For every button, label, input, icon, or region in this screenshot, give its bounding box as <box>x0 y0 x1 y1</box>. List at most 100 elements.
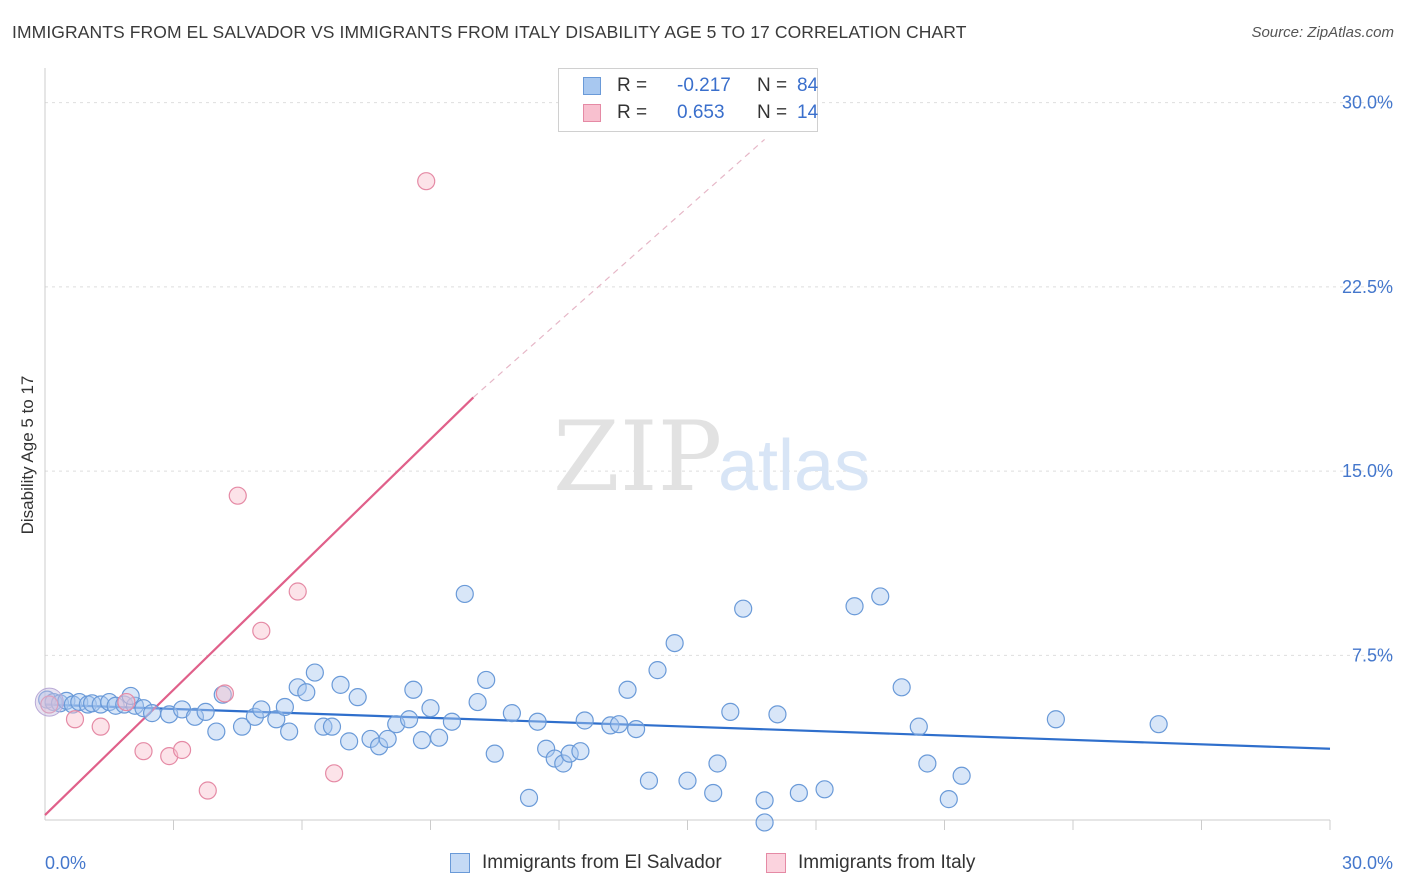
point-el-salvador <box>755 791 774 810</box>
n-value: 84 <box>797 75 819 96</box>
n-label: N = <box>757 102 788 123</box>
point-italy <box>417 172 436 191</box>
point-el-salvador <box>571 742 590 761</box>
point-el-salvador <box>678 771 697 790</box>
trend-line-italy <box>44 396 475 816</box>
point-el-salvador <box>288 678 307 697</box>
point-el-salvador <box>322 717 342 736</box>
legend-label: Immigrants from El Salvador <box>482 852 722 873</box>
r-value: 0.653 <box>677 102 725 123</box>
point-italy <box>117 692 136 712</box>
point-el-salvador <box>708 754 727 773</box>
point-el-salvador <box>648 661 667 680</box>
point-el-salvador <box>185 707 205 726</box>
point-cluster <box>34 687 64 717</box>
point-el-salvador <box>755 813 774 832</box>
point-el-salvador <box>528 712 547 731</box>
point-el-salvador <box>399 710 419 729</box>
point-el-salvador <box>378 729 397 749</box>
trend-line-el-salvador <box>44 703 1331 750</box>
x-tick-label: 0.0% <box>45 853 86 873</box>
point-el-salvador <box>331 675 350 694</box>
point-el-salvador <box>477 670 496 690</box>
point-el-salvador <box>939 790 958 809</box>
point-el-salvador <box>734 599 753 618</box>
point-el-salvador <box>429 728 449 747</box>
point-el-salvador <box>134 699 153 718</box>
r-label: R = <box>617 102 648 123</box>
point-italy <box>288 582 307 601</box>
point-el-salvador <box>575 711 594 730</box>
point-italy <box>215 684 234 703</box>
point-el-salvador <box>618 680 637 699</box>
y-tick-label: 15.0% <box>1342 461 1393 481</box>
tick-labels: 7.5% 15.0% 22.5% 30.0% 0.0% 30.0% <box>45 93 1393 873</box>
trend-extension-italy <box>472 138 765 398</box>
point-italy <box>91 717 110 736</box>
point-el-salvador <box>815 780 834 799</box>
point-el-salvador <box>626 719 646 739</box>
point-el-salvador <box>609 715 629 734</box>
point-el-salvador <box>232 717 252 736</box>
point-el-salvador <box>909 717 928 736</box>
point-el-salvador <box>142 704 162 723</box>
point-el-salvador <box>768 705 787 724</box>
point-el-salvador <box>519 788 539 807</box>
point-el-salvador <box>789 783 808 803</box>
stats-swatch-el-salvador <box>583 77 601 95</box>
axes <box>44 68 1331 830</box>
n-label: N = <box>757 75 788 96</box>
watermark: ZIP atlas <box>553 401 870 513</box>
trend-lines <box>44 138 1331 816</box>
grid-lines <box>45 102 1393 656</box>
point-el-salvador <box>639 771 659 790</box>
point-el-salvador <box>305 663 324 682</box>
legend-swatch-italy <box>766 853 786 873</box>
point-el-salvador <box>275 697 294 717</box>
point-italy <box>228 486 247 505</box>
stats-swatch-italy <box>583 104 601 122</box>
point-el-salvador <box>280 722 299 741</box>
point-el-salvador <box>196 702 215 721</box>
chart-title: IMMIGRANTS FROM EL SALVADOR VS IMMIGRANT… <box>12 22 967 42</box>
point-el-salvador <box>952 766 971 785</box>
point-el-salvador <box>340 732 359 751</box>
point-el-salvador <box>421 699 440 718</box>
y-tick-label: 30.0% <box>1342 93 1393 113</box>
point-el-salvador <box>455 584 474 604</box>
r-label: R = <box>617 75 648 96</box>
point-el-salvador <box>485 744 504 763</box>
point-italy <box>198 781 217 800</box>
stats-box: R = -0.217 N = 84 R = 0.653 N = 14 <box>558 68 818 132</box>
point-el-salvador <box>207 722 226 741</box>
source-label: Source: ZipAtlas.com <box>1251 24 1394 41</box>
data-points <box>34 172 1168 832</box>
point-el-salvador <box>845 597 864 616</box>
point-el-salvador <box>871 587 890 606</box>
point-italy <box>40 695 59 714</box>
point-el-salvador <box>442 712 462 731</box>
point-el-salvador <box>721 702 740 721</box>
point-el-salvador <box>704 783 723 803</box>
point-el-salvador <box>502 704 521 723</box>
point-el-salvador <box>554 754 573 773</box>
point-el-salvador <box>297 683 316 702</box>
point-el-salvador <box>252 700 271 719</box>
point-italy <box>65 710 85 729</box>
point-italy <box>325 764 344 783</box>
point-el-salvador <box>245 707 264 726</box>
y-tick-label: 7.5% <box>1352 645 1393 665</box>
point-el-salvador <box>665 633 684 653</box>
legend-label: Immigrants from Italy <box>798 852 976 873</box>
point-el-salvador <box>348 688 367 707</box>
watermark-atlas: atlas <box>718 426 870 506</box>
point-el-salvador <box>1149 715 1168 734</box>
point-el-salvador <box>404 680 423 699</box>
point-italy <box>172 740 192 760</box>
point-el-salvador <box>560 744 579 763</box>
point-el-salvador <box>267 710 286 729</box>
watermark-zip: ZIP <box>553 401 722 513</box>
point-el-salvador <box>468 692 487 712</box>
point-el-salvador <box>918 754 937 773</box>
